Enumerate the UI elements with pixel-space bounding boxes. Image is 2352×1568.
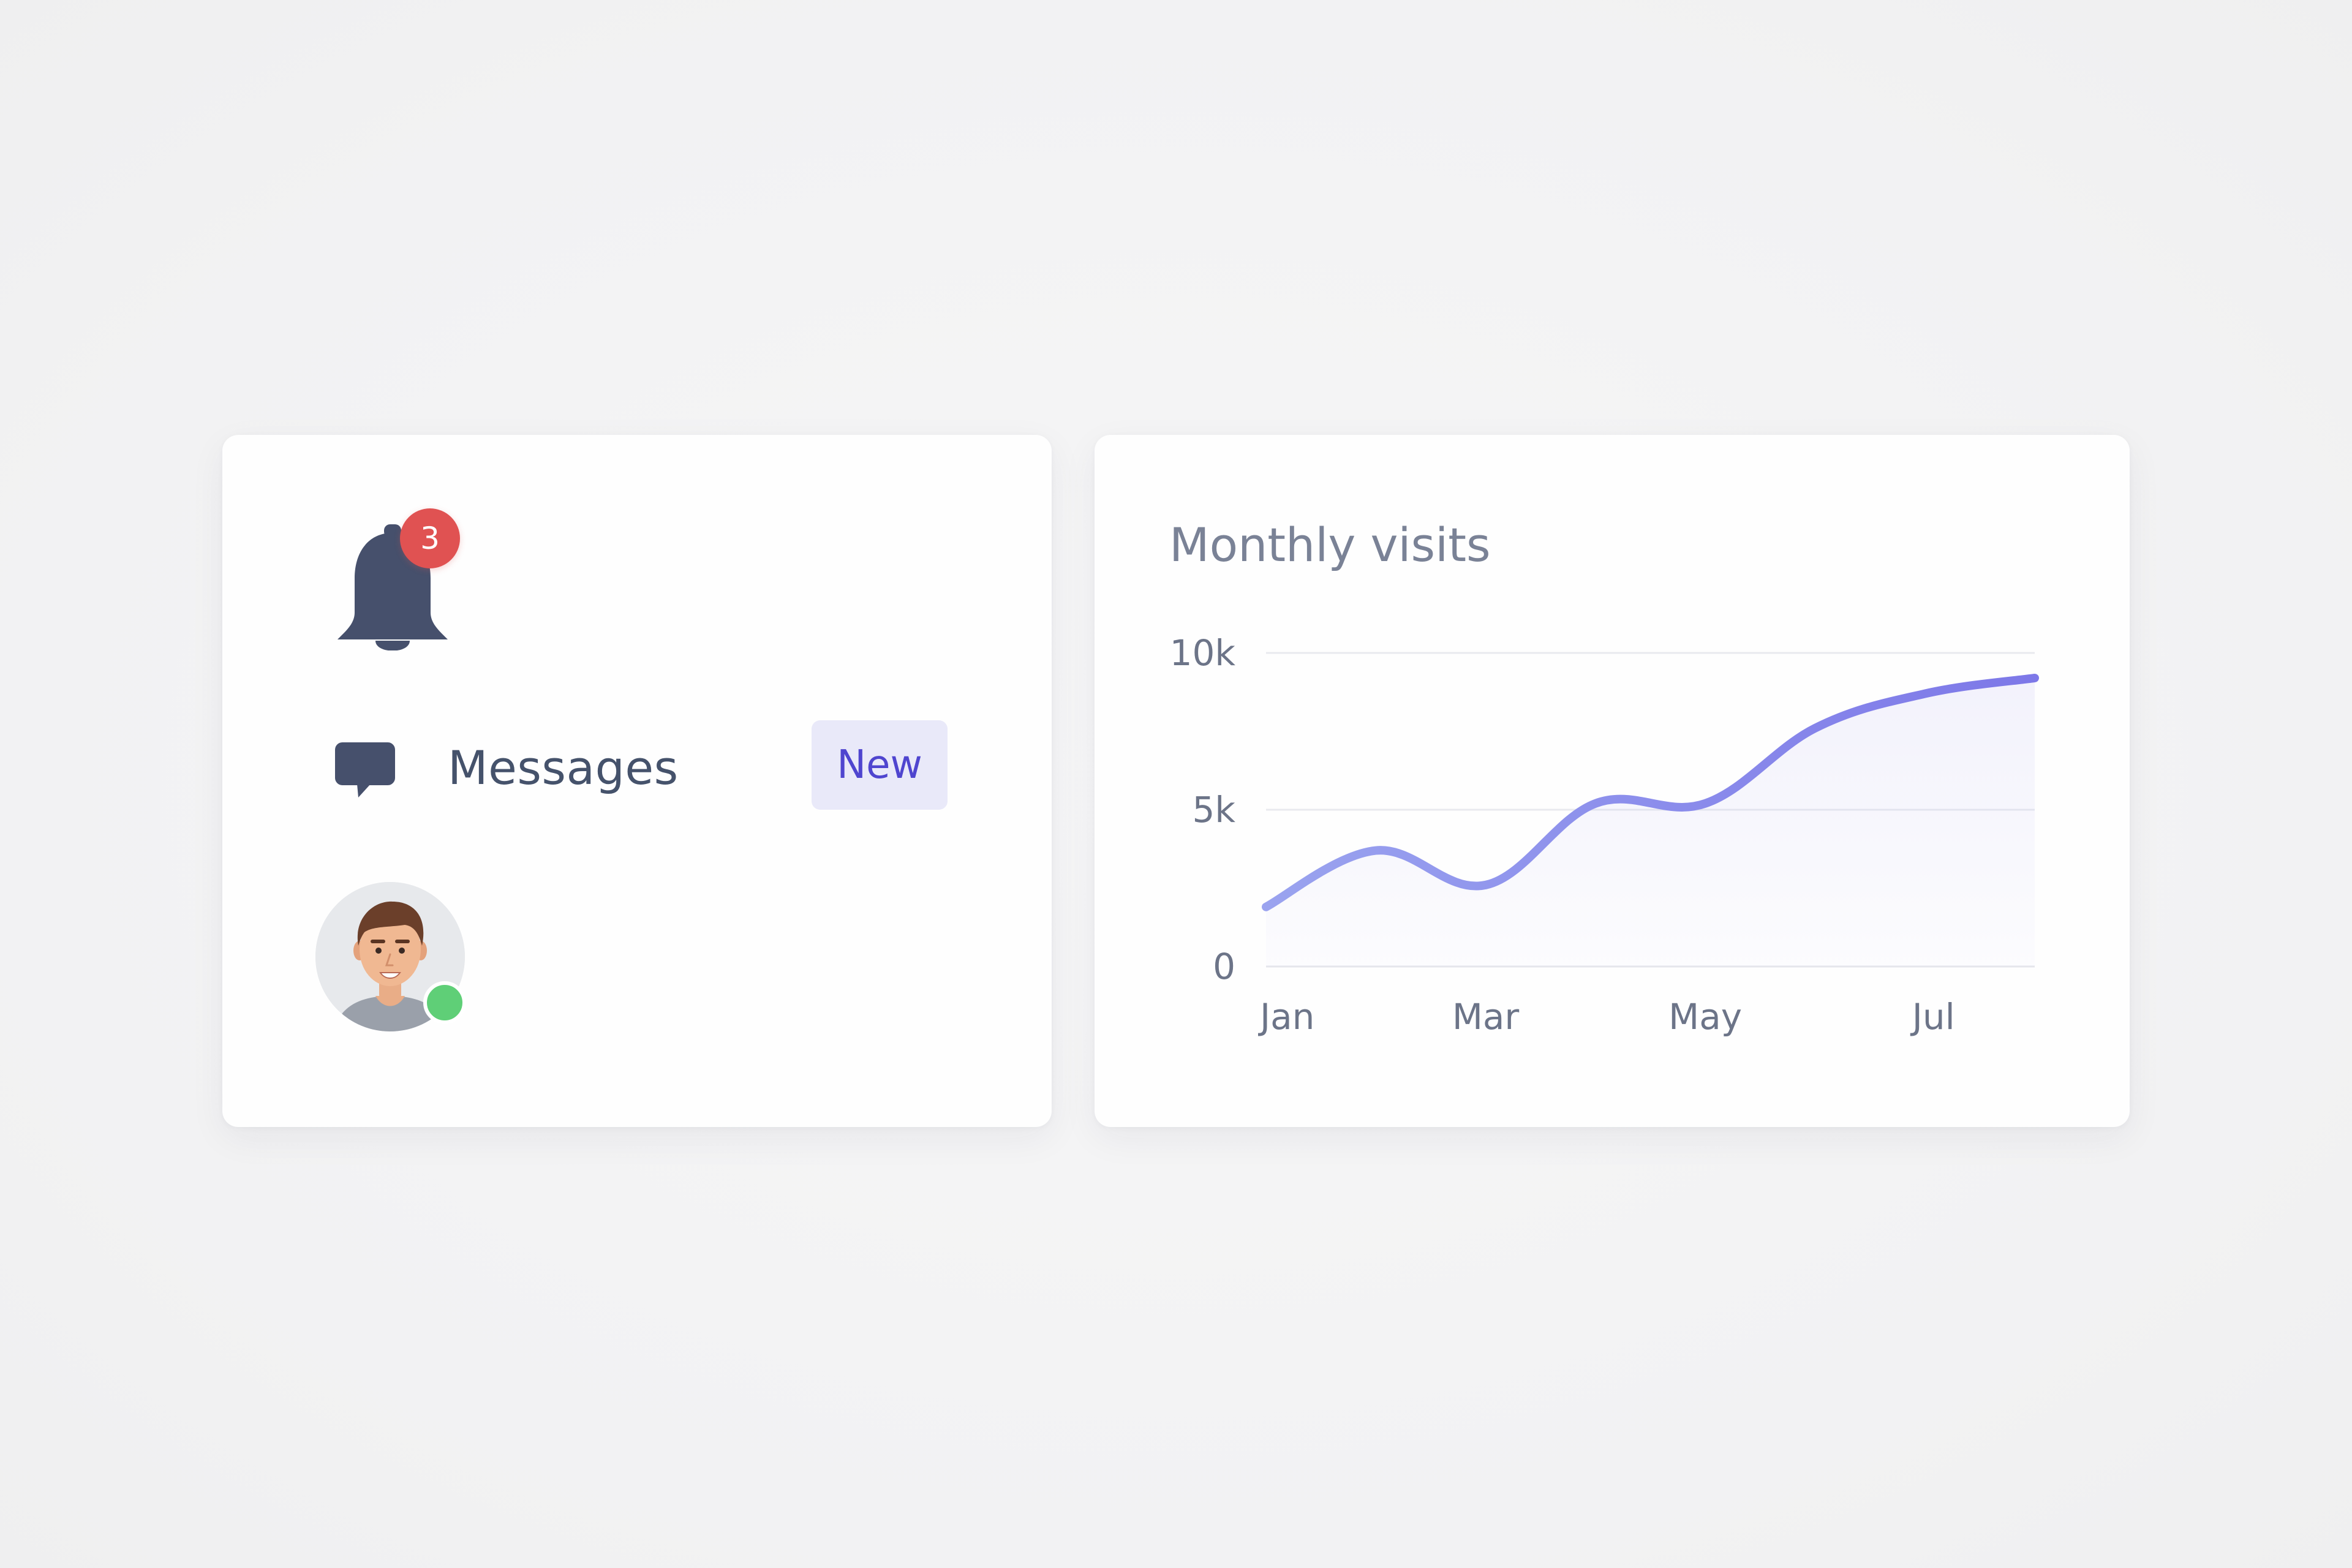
avatar[interactable]	[315, 882, 465, 1031]
x-tick-label: Jul	[1910, 996, 1955, 1038]
new-messages-badge[interactable]: New	[812, 720, 948, 810]
chat-bubble-icon	[333, 740, 398, 799]
activity-card: 3 Messages New	[222, 435, 1052, 1127]
x-tick-label: May	[1668, 996, 1742, 1038]
visits-area-chart: 10k 5k 0 Jan Mar May Jul	[1170, 632, 2039, 1038]
y-tick-label: 5k	[1193, 789, 1236, 831]
monthly-visits-card: Monthly visits 10k 5k 0 Jan Mar May Jul	[1095, 435, 2130, 1127]
messages-label[interactable]: Messages	[448, 741, 679, 795]
visits-series-line	[1262, 673, 2039, 911]
x-tick-label: Jan	[1258, 996, 1314, 1038]
x-tick-label: Mar	[1452, 996, 1520, 1038]
chart-title: Monthly visits	[1169, 518, 1491, 572]
y-tick-label: 10k	[1170, 632, 1236, 674]
visits-area-fill	[1266, 677, 2035, 967]
online-status-dot	[423, 981, 466, 1024]
y-tick-label: 0	[1213, 946, 1235, 987]
notification-badge: 3	[400, 508, 460, 568]
